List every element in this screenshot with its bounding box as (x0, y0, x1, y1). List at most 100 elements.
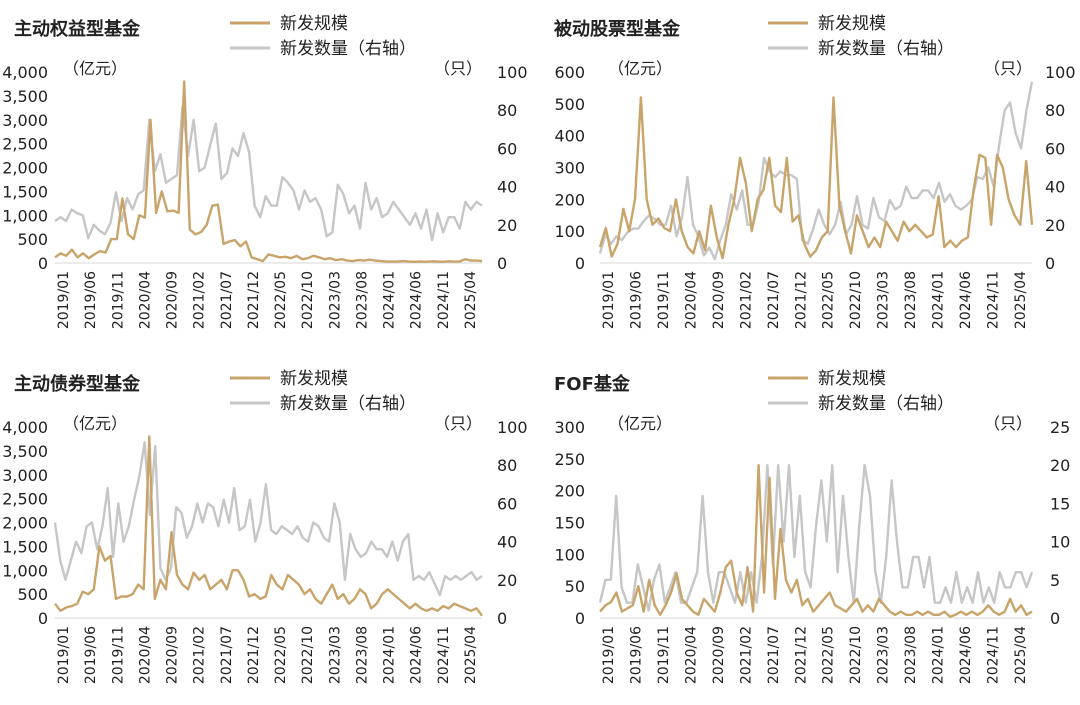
x-axis-tick: 2020/04 (137, 271, 153, 329)
x-axis-tick: 2021/02 (192, 626, 208, 684)
right-axis-tick: 10 (1050, 533, 1070, 552)
right-axis-tick: 80 (1045, 101, 1065, 120)
x-axis-tick: 2024/11 (436, 271, 452, 329)
right-axis-tick: 60 (1045, 139, 1065, 158)
left-axis-tick: 0 (575, 254, 585, 273)
x-axis-tick: 2020/04 (683, 626, 699, 684)
legend-label-scale: 新发规模 (818, 14, 886, 34)
legend-label-count: 新发数量（右轴） (818, 394, 954, 414)
left-axis-tick: 3,500 (2, 442, 48, 461)
right-axis-unit: （只） (984, 59, 1032, 78)
legend-label-count: 新发数量（右轴） (280, 394, 416, 414)
x-axis-tick: 2019/01 (601, 626, 617, 684)
left-axis-tick: 500 (17, 585, 48, 604)
left-axis-tick: 0 (38, 609, 48, 628)
x-axis-tick: 2024/06 (958, 271, 974, 329)
left-axis-tick: 4,000 (2, 63, 48, 82)
chart-title: FOF基金 (554, 373, 631, 395)
x-axis-tick: 2022/05 (821, 271, 837, 329)
x-axis-tick: 2021/12 (793, 626, 809, 684)
x-axis-tick: 2019/01 (601, 271, 617, 329)
x-axis-tick: 2019/11 (656, 626, 672, 684)
left-axis-tick: 200 (554, 482, 585, 501)
x-axis-tick: 2021/12 (246, 271, 262, 329)
x-axis-tick: 2019/06 (83, 271, 99, 329)
chart-panel-passive-equity: 被动股票型基金 新发规模 新发数量（右轴） （亿元） （只） 0 100 200 300 400 5… (540, 0, 1080, 350)
x-axis-tick: 2022/10 (300, 626, 316, 684)
x-axis-tick: 2025/04 (463, 626, 479, 684)
left-axis-unit: （亿元） (608, 414, 672, 433)
x-axis-tick: 2021/02 (192, 271, 208, 329)
left-axis-tick: 300 (554, 418, 585, 437)
left-axis-unit: （亿元） (63, 59, 127, 78)
right-axis-tick: 0 (1045, 254, 1055, 273)
left-axis-tick: 1,000 (2, 206, 48, 225)
left-axis-tick: 150 (554, 514, 585, 533)
x-axis-tick: 2020/04 (137, 626, 153, 684)
chart-title: 主动债券型基金 (14, 373, 141, 395)
x-axis-tick: 2024/11 (986, 626, 1002, 684)
left-axis-tick: 3,500 (2, 87, 48, 106)
chart-panel-active-equity: 主动权益型基金 新发规模 新发数量（右轴） （亿元） （只） 0 500 1,000 1,500… (0, 0, 540, 350)
x-axis-tick: 2019/06 (628, 626, 644, 684)
x-axis-tick: 2021/07 (766, 626, 782, 684)
x-axis-tick: 2023/03 (327, 626, 343, 684)
left-axis-tick: 1,000 (2, 561, 48, 580)
left-axis-tick: 500 (554, 95, 585, 114)
x-axis-tick: 2022/10 (848, 626, 864, 684)
right-axis-tick: 100 (1045, 63, 1076, 82)
series-line-scale (598, 96, 1034, 260)
left-axis-tick: 2,000 (2, 159, 48, 178)
right-axis-tick: 100 (497, 63, 528, 82)
x-axis-tick: 2023/08 (354, 271, 370, 329)
x-axis-tick: 2023/03 (876, 626, 892, 684)
legend-label-count: 新发数量（右轴） (818, 39, 954, 59)
x-axis-tick: 2025/04 (1013, 626, 1029, 684)
x-axis-tick: 2021/02 (738, 626, 754, 684)
left-axis-tick: 2,000 (2, 514, 48, 533)
series-line-count (598, 81, 1034, 261)
x-axis-tick: 2023/08 (903, 271, 919, 329)
legend-label-count: 新发数量（右轴） (280, 39, 416, 59)
x-axis-tick: 2019/01 (56, 271, 72, 329)
x-axis-tick: 2022/05 (273, 271, 289, 329)
right-axis-tick: 15 (1050, 494, 1070, 513)
left-axis-tick: 100 (554, 222, 585, 241)
left-axis-tick: 4,000 (2, 418, 48, 437)
x-axis-tick: 2024/11 (986, 271, 1002, 329)
x-axis-tick: 2019/01 (56, 626, 72, 684)
right-axis-tick: 20 (497, 216, 517, 235)
chart-title: 主动权益型基金 (14, 18, 141, 40)
x-axis-tick: 2024/01 (931, 271, 947, 329)
right-axis-unit: （只） (434, 59, 482, 78)
x-axis-tick: 2024/06 (409, 626, 425, 684)
x-axis-tick: 2020/09 (165, 271, 181, 329)
x-axis-tick: 2024/01 (382, 271, 398, 329)
left-axis-tick: 600 (554, 63, 585, 82)
x-axis-tick: 2019/06 (83, 626, 99, 684)
x-axis-tick: 2022/05 (821, 626, 837, 684)
x-axis-tick: 2021/07 (219, 271, 235, 329)
right-axis-unit: （只） (434, 414, 482, 433)
x-axis-tick: 2022/05 (273, 626, 289, 684)
series-line-count (53, 441, 483, 597)
left-axis-tick: 50 (565, 577, 585, 596)
x-axis-tick: 2019/06 (628, 271, 644, 329)
left-axis-tick: 1,500 (2, 182, 48, 201)
x-axis-tick: 2021/07 (766, 271, 782, 329)
x-axis-tick: 2019/11 (110, 271, 126, 329)
right-axis-tick: 25 (1050, 418, 1070, 437)
right-axis-tick: 40 (497, 533, 517, 552)
left-axis-tick: 300 (554, 159, 585, 178)
x-axis-tick: 2019/11 (110, 626, 126, 684)
right-axis-tick: 0 (497, 609, 507, 628)
x-axis-tick: 2023/03 (876, 271, 892, 329)
left-axis-tick: 0 (575, 609, 585, 628)
right-axis-tick: 80 (497, 101, 517, 120)
left-axis-tick: 250 (554, 450, 585, 469)
x-axis-tick: 2020/09 (711, 271, 727, 329)
x-axis-tick: 2024/01 (931, 626, 947, 684)
